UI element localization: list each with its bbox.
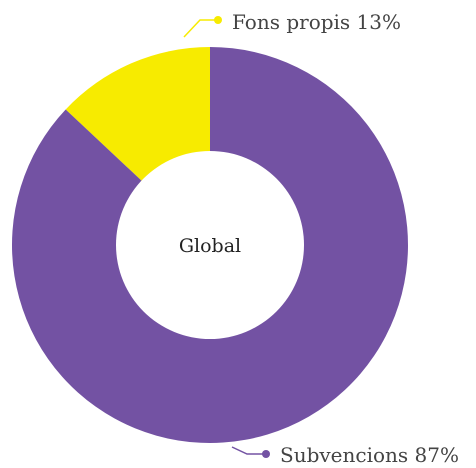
slice-label-fons-propis: Fons propis 13% [232, 10, 401, 34]
callout-line-subvencions [231, 446, 266, 455]
callout-line-fons-propis [183, 19, 218, 38]
callout-subvencions: Subvencions 87% [231, 443, 459, 467]
callout-dot-subvencions [262, 450, 270, 458]
slice-label-subvencions: Subvencions 87% [280, 443, 459, 467]
donut-hole [116, 151, 304, 339]
callout-fons-propis: Fons propis 13% [183, 10, 401, 38]
center-label: Global [179, 235, 241, 257]
callout-dot-fons-propis [214, 16, 222, 24]
